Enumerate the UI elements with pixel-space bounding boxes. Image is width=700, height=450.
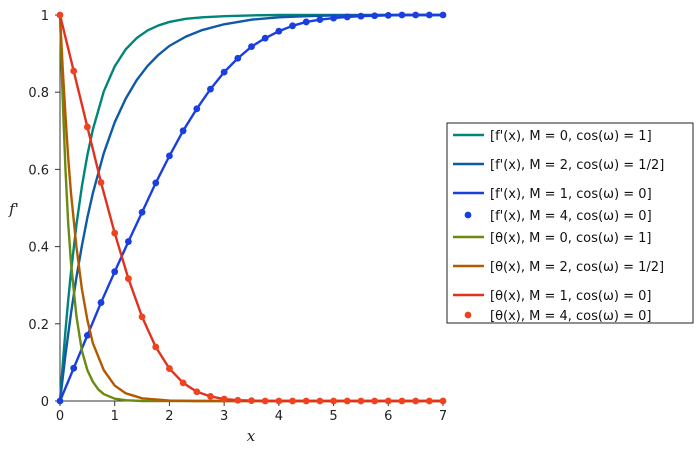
series-4-point [248,43,255,51]
series-8-point [248,397,255,405]
series-4-point [398,11,406,19]
series-8-point [371,397,379,405]
series-4-point [207,85,214,93]
series-8-point [412,397,420,405]
series-4-point [302,18,310,26]
series-4-point [357,12,365,20]
series-4-point [316,16,324,24]
series-8-point [220,395,228,403]
y-axis-label: f' [8,200,19,218]
series-8-point [207,392,214,400]
x-tick-label: 2 [165,409,173,424]
y-tick-label: 0 [41,395,49,410]
legend: [f'(x), M = 0, cos(ω) = 1] [f'(x), M = 2,… [446,122,694,324]
series-8-point [425,397,433,405]
series-4-point [289,22,296,30]
series-8-point [111,229,119,237]
x-tick-label: 6 [384,409,392,424]
y-tick-label: 0.4 [28,241,49,256]
y-tick-label: 0.2 [28,318,49,333]
series-line-5 [58,13,445,403]
x-axis-label: x [247,427,256,445]
series-4-point [56,397,64,405]
legend-swatch-8 [464,311,472,319]
series-4-point [425,11,433,19]
series-line-6 [58,13,445,403]
series-8-point [302,397,310,405]
legend-label-2: [f'(x), M = 2, cos(ω) = 1/2] [490,158,664,173]
x-tick-label: 7 [439,409,447,424]
legend-label-5: [θ(x), M = 0, cos(ω) = 1] [490,231,651,246]
series-line-2 [58,13,445,403]
series-4-point [124,238,132,245]
series-8-point [330,397,337,405]
y-tick-label: 0.8 [28,86,49,101]
x-tick-label: 4 [275,409,283,424]
series-8-point [316,397,324,405]
series-8-point [138,313,146,321]
series-8-point [384,397,392,405]
series-4-point [343,13,351,21]
series-4-point [152,179,160,187]
series-4-point [330,14,337,22]
series-layer [56,11,447,405]
legend-label-1: [f'(x), M = 0, cos(ω) = 1] [490,129,652,144]
series-8-point [289,397,296,405]
legend-box [446,122,694,324]
series-8-point [261,397,269,405]
series-4-point [111,268,119,276]
series-8-point [357,397,365,405]
series-4-point [138,208,146,216]
legend-swatch-4 [464,211,472,219]
y-tick-label: 0.6 [28,163,49,178]
series-4-point [193,105,201,113]
legend-label-8: [θ(x), M = 4, cos(ω) = 0] [490,309,651,324]
series-8-point [439,397,447,405]
series-4-point [166,152,173,160]
series-8-point [193,388,201,396]
series-line-3 [58,13,445,403]
series-8-point [398,397,406,405]
legend-label-4: [f'(x), M = 4, cos(ω) = 0] [490,209,652,224]
series-4-point [179,127,187,135]
series-8-point [70,67,78,75]
series-8-point [234,396,242,404]
series-4-point [220,68,228,76]
series-4-point [234,54,242,62]
series-4-point [371,12,379,20]
series-8-point [179,379,187,387]
y-tick-label: 1 [41,9,49,24]
legend-label-3: [f'(x), M = 1, cos(ω) = 0] [490,187,652,202]
series-line-7 [58,13,445,403]
series-4-point [384,11,392,19]
x-tick-label: 3 [220,409,228,424]
series-4-point [439,11,447,19]
series-8-point [97,179,105,186]
series-4-point [70,364,78,372]
series-4-point [275,27,283,35]
ticks: 0 1 2 3 4 5 6 7 0 0.2 0.4 0.6 0.8 1 [28,9,447,424]
series-4-point [412,11,420,19]
series-4-point [83,331,91,339]
series-8-point [56,11,64,19]
series-8-point [152,343,160,351]
legend-label-6: [θ(x), M = 2, cos(ω) = 1/2] [490,260,664,275]
series-8-point [166,365,173,372]
legend-label-7: [θ(x), M = 1, cos(ω) = 0] [490,289,651,304]
series-4-point [261,34,269,42]
axes [59,15,443,402]
series-8-point [124,275,132,283]
series-4-point [97,299,105,306]
series-8-point [275,397,283,405]
x-tick-label: 1 [111,409,119,424]
x-tick-label: 0 [56,409,64,424]
series-8-point [83,123,91,131]
series-8-point [343,397,351,405]
x-tick-label: 5 [329,409,337,424]
series-line-1 [58,13,445,403]
